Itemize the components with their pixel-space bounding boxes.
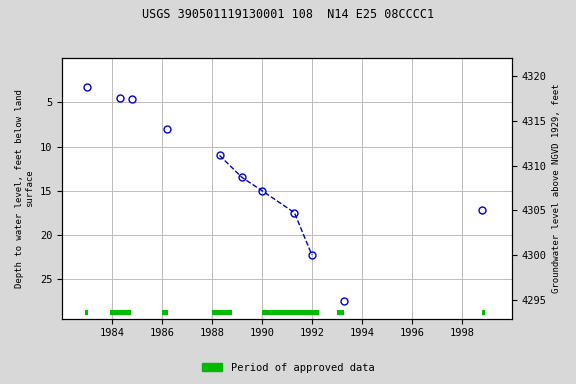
Bar — [262, 310, 320, 315]
Legend: Period of approved data: Period of approved data — [198, 359, 378, 377]
Y-axis label: Groundwater level above NGVD 1929, feet: Groundwater level above NGVD 1929, feet — [552, 84, 561, 293]
Bar — [85, 310, 88, 315]
Bar — [162, 310, 168, 315]
Bar — [482, 310, 486, 315]
Bar — [109, 310, 131, 315]
Text: USGS 390501119130001 108  N14 E25 08CCCC1: USGS 390501119130001 108 N14 E25 08CCCC1 — [142, 8, 434, 21]
Bar — [337, 310, 344, 315]
Bar — [212, 310, 232, 315]
Y-axis label: Depth to water level, feet below land
surface: Depth to water level, feet below land su… — [15, 89, 35, 288]
